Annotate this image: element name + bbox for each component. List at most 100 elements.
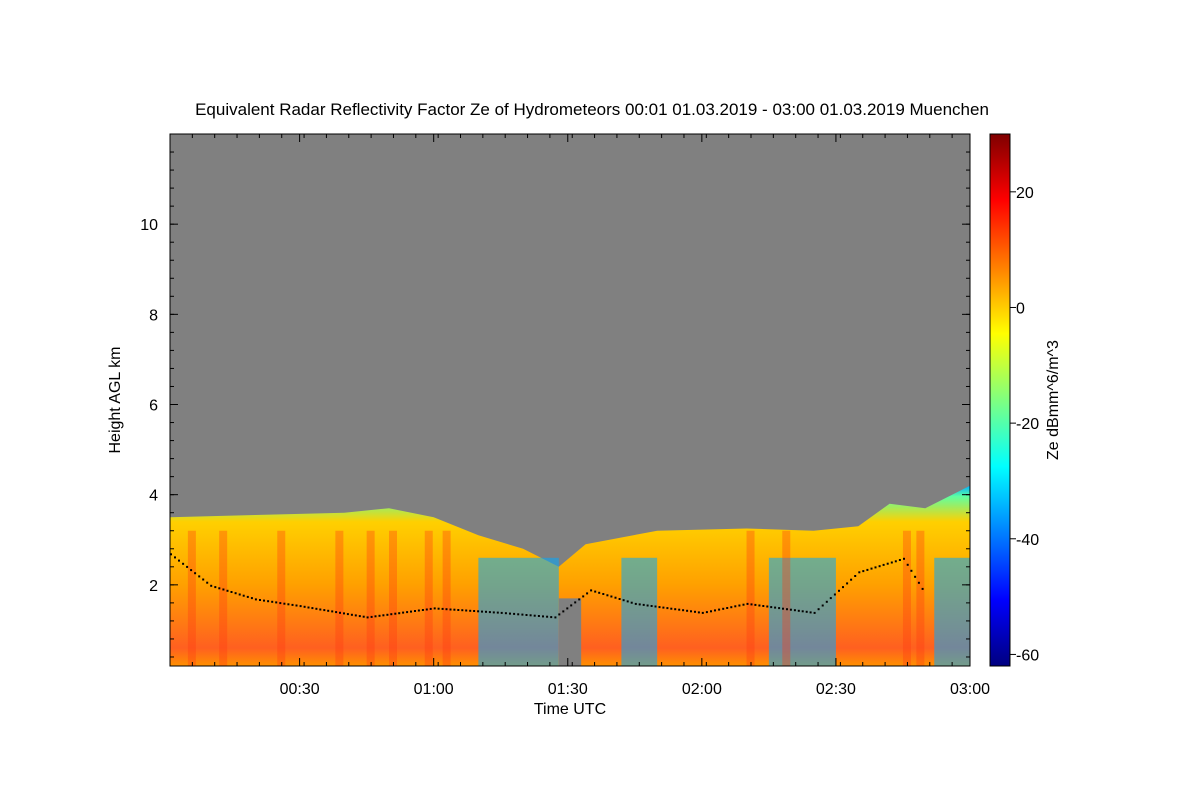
- x-tick-label: 02:00: [682, 681, 722, 698]
- melting-layer-point: [234, 592, 237, 595]
- melting-layer-point: [504, 612, 507, 615]
- melting-layer-point: [339, 611, 341, 614]
- melting-layer-point: [311, 607, 314, 610]
- colorbar-tick-label: 20: [1016, 185, 1034, 202]
- colorbar-tick-label: -20: [1016, 416, 1039, 433]
- melting-layer-point: [275, 601, 278, 604]
- melting-layer-point: [866, 568, 869, 571]
- melting-layer-point: [390, 613, 393, 616]
- colorbar-tick-label: 0: [1016, 300, 1025, 317]
- melting-layer-point: [850, 578, 853, 581]
- melting-layer-point: [910, 569, 913, 572]
- melting-layer-point: [602, 593, 605, 595]
- melting-layer-point: [598, 591, 601, 594]
- melting-layer-point: [590, 589, 593, 592]
- weak-echo-region: [478, 557, 559, 666]
- melting-layer-point: [854, 575, 857, 577]
- melting-layer-point: [182, 562, 185, 565]
- melting-layer-point: [658, 606, 661, 609]
- melting-layer-point: [754, 603, 757, 606]
- melting-layer-point: [406, 611, 409, 614]
- melting-layer-point: [626, 600, 629, 603]
- melting-layer-point: [738, 604, 741, 607]
- melting-layer-point: [509, 612, 511, 615]
- melting-layer-point: [606, 594, 609, 597]
- melting-layer-point: [694, 610, 696, 613]
- melting-layer-point: [906, 563, 909, 566]
- melting-layer-point: [433, 607, 436, 610]
- melting-layer-point: [829, 597, 832, 600]
- melting-layer-point: [378, 614, 381, 617]
- melting-layer-point: [862, 570, 865, 573]
- melting-layer-point: [705, 611, 708, 614]
- melting-layer-point: [917, 581, 920, 584]
- colorbar-tick-label: -40: [1016, 532, 1039, 549]
- melting-layer-point: [521, 613, 524, 616]
- melting-layer-point: [878, 565, 881, 568]
- melting-layer-point: [766, 605, 769, 608]
- strong-echo-streak: [388, 530, 397, 666]
- melting-layer-point: [230, 591, 233, 593]
- melting-layer-point: [178, 559, 180, 562]
- melting-layer-point: [315, 607, 318, 610]
- melting-layer-point: [722, 607, 725, 610]
- melting-layer-point: [586, 592, 589, 595]
- melting-layer-point: [210, 584, 213, 587]
- melting-layer-point: [358, 615, 361, 618]
- melting-layer-point: [903, 557, 905, 560]
- melting-layer-point: [697, 611, 700, 614]
- melting-layer-point: [398, 612, 401, 615]
- melting-layer-point: [335, 611, 338, 614]
- melting-layer-point: [726, 607, 729, 609]
- melting-layer-point: [714, 609, 716, 612]
- melting-layer-point: [758, 604, 761, 607]
- melting-layer-point: [533, 614, 536, 617]
- melting-layer-point: [622, 599, 625, 602]
- melting-layer-point: [921, 587, 924, 590]
- melting-layer-point: [710, 610, 712, 613]
- y-tick-label: 6: [149, 398, 158, 415]
- melting-layer-point: [346, 613, 349, 616]
- melting-layer-point: [570, 604, 573, 607]
- melting-layer-point: [537, 615, 540, 617]
- melting-layer-point: [770, 606, 773, 609]
- melting-layer-point: [437, 607, 440, 610]
- melting-layer-point: [449, 608, 452, 611]
- melting-layer-point: [202, 578, 205, 581]
- melting-layer-point: [238, 593, 241, 596]
- melting-layer-point: [370, 615, 373, 618]
- melting-layer-point: [469, 609, 472, 612]
- melting-layer-point: [638, 603, 641, 606]
- melting-layer-point: [218, 587, 221, 590]
- x-tick-label: 03:00: [950, 681, 990, 698]
- melting-layer-point: [890, 561, 893, 564]
- melting-layer-point: [259, 599, 261, 601]
- y-tick-label: 4: [149, 488, 158, 505]
- melting-layer-point: [778, 607, 781, 610]
- weak-echo-region: [621, 557, 658, 666]
- melting-layer-point: [461, 609, 464, 612]
- x-axis-label: Time UTC: [534, 701, 606, 718]
- melting-layer-point: [805, 610, 808, 613]
- melting-layer-point: [525, 614, 528, 616]
- melting-layer-point: [303, 605, 306, 608]
- melting-layer-point: [801, 610, 804, 613]
- melting-layer-point: [445, 608, 448, 611]
- strong-echo-streak: [277, 530, 286, 666]
- melting-layer-point: [267, 600, 270, 603]
- melting-layer-point: [441, 607, 444, 610]
- melting-layer-point: [793, 609, 796, 612]
- melting-layer-point: [366, 616, 369, 619]
- melting-layer-point: [465, 609, 468, 612]
- melting-layer-point: [331, 610, 334, 613]
- melting-layer-point: [198, 575, 201, 578]
- melting-layer-point: [562, 610, 565, 613]
- melting-layer-point: [914, 575, 917, 578]
- melting-layer-point: [417, 609, 420, 612]
- strong-echo-streak: [187, 530, 196, 666]
- x-tick-label: 01:00: [414, 681, 454, 698]
- melting-layer-point: [386, 613, 389, 616]
- melting-layer-point: [170, 553, 172, 556]
- y-tick-label: 2: [149, 578, 158, 595]
